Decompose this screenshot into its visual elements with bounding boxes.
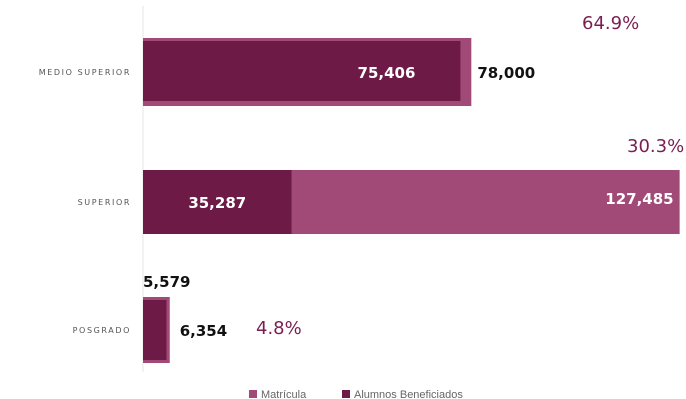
legend-swatch-beneficiados (342, 390, 350, 398)
bar-beneficiados (143, 300, 167, 360)
legend-label-matricula: Matrícula (261, 389, 307, 399)
category-label: MEDIO SUPERIOR (39, 68, 131, 77)
value-label-matricula: 127,485 (605, 190, 673, 208)
legend-swatch-matricula (249, 390, 257, 398)
percent-label: 30.3% (627, 136, 684, 157)
legend-label-beneficiados: Alumnos Beneficiados (354, 389, 463, 399)
category-label: POSGRADO (73, 326, 131, 335)
category-label: SUPERIOR (78, 198, 131, 207)
labels-layer: MEDIO SUPERIOR 75,406 78,000 64.9% SUPERIOR 3… (39, 13, 685, 340)
value-label-beneficiados: 75,406 (358, 64, 416, 82)
legend: Matrícula Alumnos Beneficiados (249, 389, 463, 399)
value-label-matricula: 6,354 (180, 322, 227, 340)
bars-layer (143, 38, 680, 363)
bar-beneficiados (143, 41, 461, 101)
percent-label: 64.9% (582, 13, 639, 34)
value-label-matricula: 78,000 (477, 64, 535, 82)
bar-beneficiados (143, 170, 292, 234)
value-label-beneficiados: 35,287 (188, 194, 246, 212)
percent-label: 4.8% (256, 318, 302, 339)
value-label-beneficiados: 5,579 (143, 273, 190, 291)
